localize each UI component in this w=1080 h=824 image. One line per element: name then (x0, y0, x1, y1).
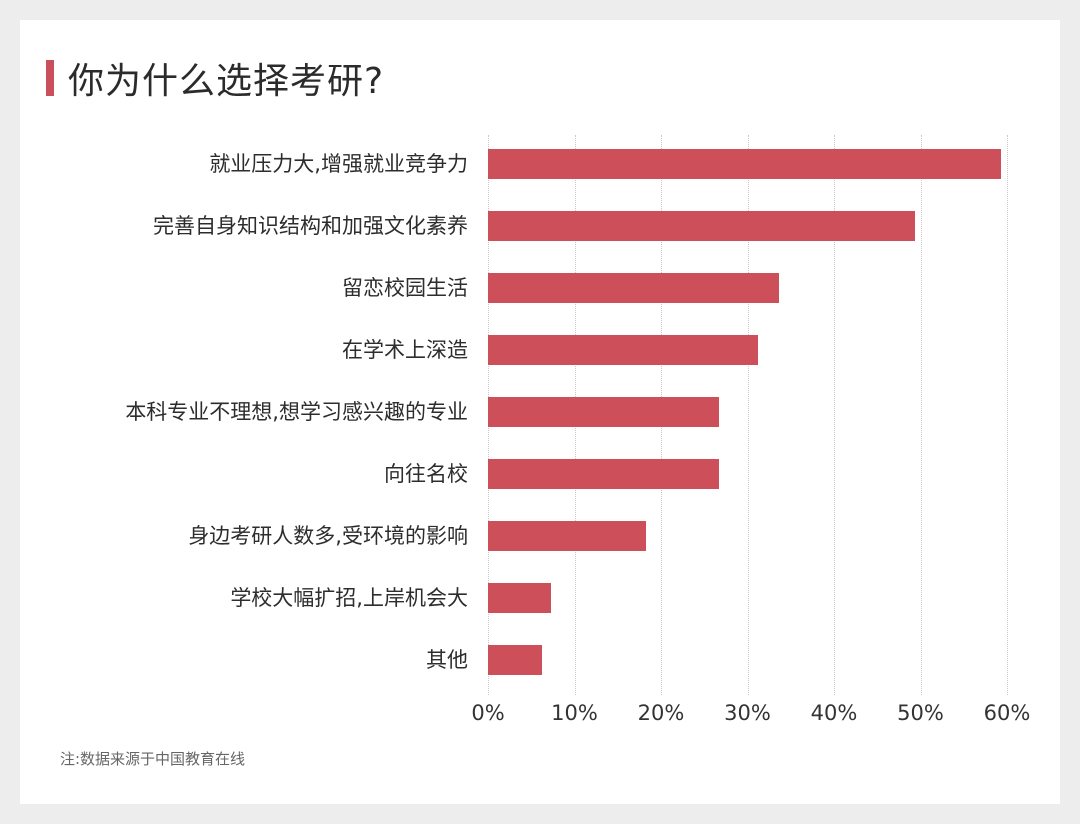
x-tick-label: 20% (637, 701, 685, 725)
gridline (1007, 135, 1008, 695)
category-label: 其他 (426, 648, 468, 672)
bar (488, 459, 719, 489)
category-label: 留恋校园生活 (342, 276, 468, 300)
bar (488, 211, 916, 241)
bar (488, 273, 779, 303)
title-accent-bar (46, 60, 54, 96)
category-label: 本科专业不理想,想学习感兴趣的专业 (125, 400, 468, 424)
x-tick-label: 40% (810, 701, 858, 725)
chart-card: 你为什么选择考研? 0% 10% 20% 30% 40% 50% 60% 就业压力大,增强就业… (20, 20, 1060, 804)
gridline (747, 135, 749, 695)
x-tick-label: 50% (897, 701, 944, 725)
bar (488, 645, 542, 675)
x-tick-label: 10% (551, 701, 598, 725)
bar (488, 335, 758, 365)
category-label: 身边考研人数多,受环境的影响 (188, 524, 468, 548)
title-area: 你为什么选择考研? (46, 52, 384, 104)
category-label: 向往名校 (384, 462, 468, 486)
x-tick-label: 30% (724, 701, 771, 725)
category-label: 在学术上深造 (342, 338, 468, 362)
source-note: 注:数据来源于中国教育在线 (60, 750, 246, 768)
bar (488, 521, 647, 551)
category-label: 完善自身知识结构和加强文化素养 (153, 214, 468, 238)
category-label: 学校大幅扩招,上岸机会大 (230, 586, 468, 610)
bar (488, 149, 1001, 179)
category-label: 就业压力大,增强就业竞争力 (209, 152, 468, 176)
gridline (834, 135, 835, 695)
chart-title: 你为什么选择考研? (68, 61, 385, 102)
plot-area: 0% 10% 20% 30% 40% 50% 60% 就业压力大,增强就业竞争力完善自身知识结… (20, 20, 1060, 804)
x-tick-label: 0% (471, 701, 505, 725)
bar (488, 397, 719, 427)
gridline (920, 135, 922, 695)
x-tick-label: 60% (983, 701, 1031, 725)
bar (488, 583, 552, 613)
